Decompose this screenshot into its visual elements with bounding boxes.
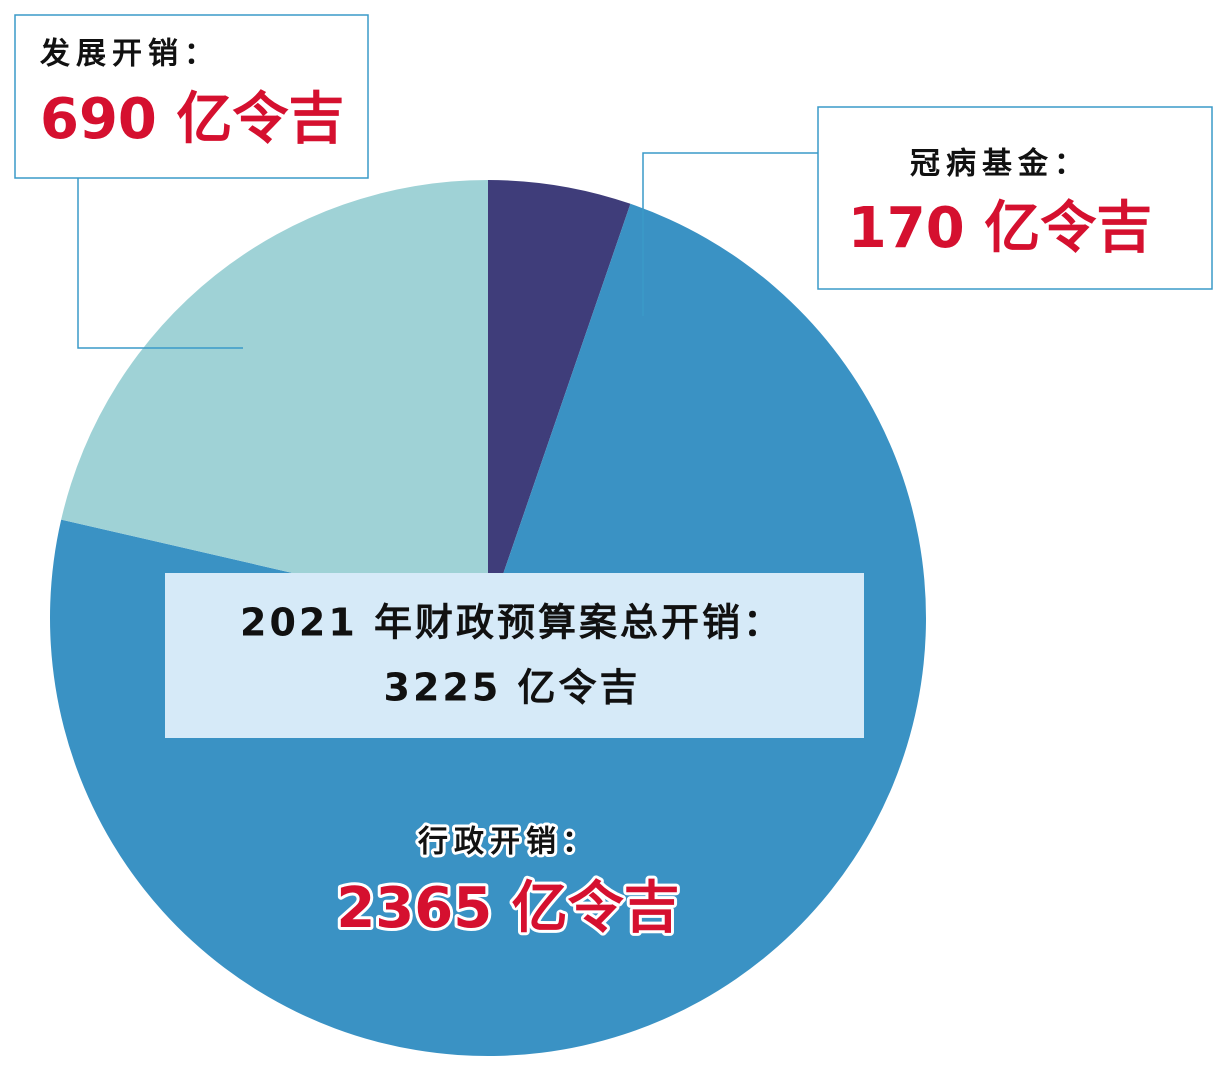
annotation: 3225 亿令吉 [384,666,641,710]
slice [488,180,631,618]
total-box [165,573,864,738]
category-label: 行政开销： [417,825,598,860]
leader-line [77,178,243,349]
value-label: 690 亿令吉 [40,87,344,152]
category-label: 冠病基金： [910,147,1090,182]
value-label: 170 亿令吉 [848,196,1152,261]
slice [61,180,489,618]
annotation: 2021 年财政预算案总开销： [240,601,784,645]
label-box [817,106,1213,290]
leader-line [642,152,818,316]
category-label: 发展开销： [39,37,220,72]
label-box [14,14,369,179]
value-label: 2365 亿令吉 [336,876,679,941]
